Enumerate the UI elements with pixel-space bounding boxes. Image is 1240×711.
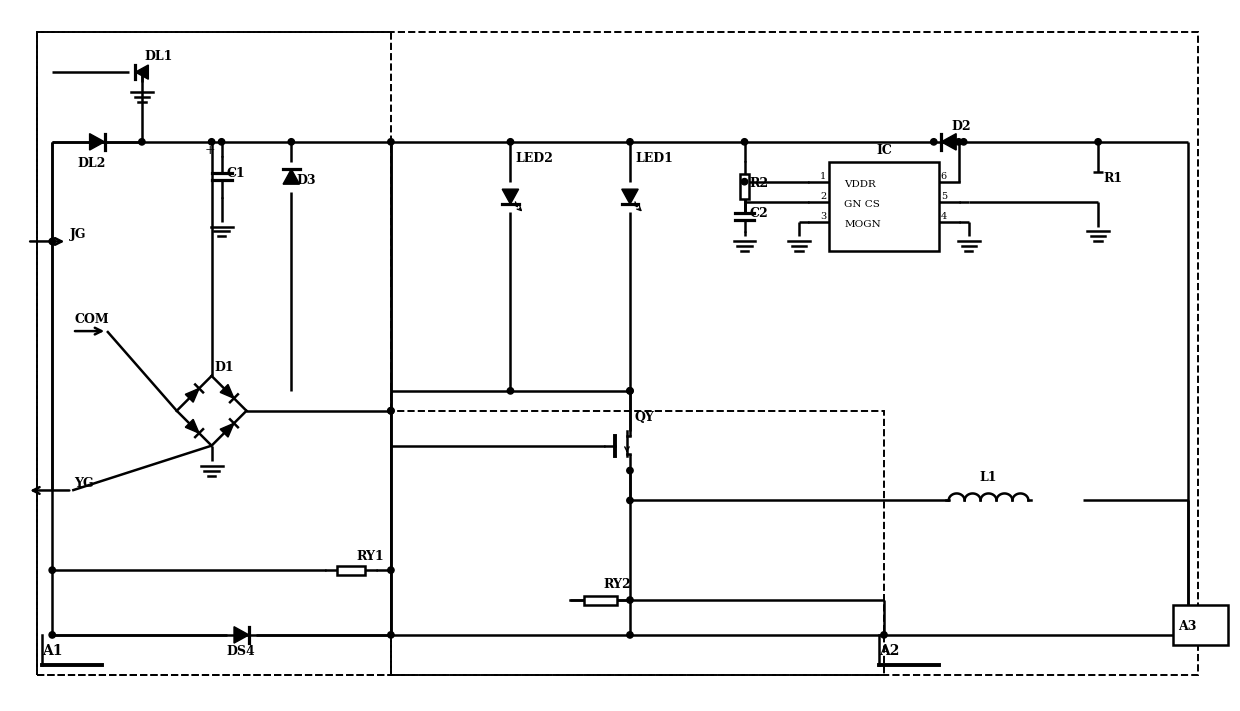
Bar — [337, 566, 365, 574]
Circle shape — [742, 178, 748, 185]
Circle shape — [626, 387, 634, 394]
Circle shape — [50, 631, 56, 638]
Text: LED2: LED2 — [516, 151, 553, 165]
Text: R2: R2 — [749, 176, 769, 190]
Text: GN CS: GN CS — [844, 200, 880, 208]
Circle shape — [742, 139, 748, 145]
Text: +: + — [205, 144, 215, 157]
Circle shape — [388, 631, 394, 638]
Bar — [739, 174, 749, 199]
Circle shape — [139, 139, 145, 145]
Circle shape — [388, 407, 394, 414]
Text: L1: L1 — [980, 471, 997, 483]
Text: R1: R1 — [1104, 171, 1122, 185]
Text: COM: COM — [74, 313, 109, 326]
Polygon shape — [185, 388, 200, 402]
Text: MOGN: MOGN — [844, 220, 880, 228]
Bar — [391, 411, 884, 675]
Circle shape — [626, 387, 634, 394]
Polygon shape — [621, 189, 639, 204]
Text: 1: 1 — [820, 171, 826, 181]
Text: 4: 4 — [941, 212, 947, 220]
Text: QY: QY — [635, 411, 655, 424]
Text: C1: C1 — [227, 166, 246, 180]
Text: 6: 6 — [941, 171, 947, 181]
Circle shape — [930, 139, 937, 145]
Circle shape — [626, 497, 634, 503]
Circle shape — [507, 139, 513, 145]
Text: IC: IC — [875, 144, 892, 157]
Circle shape — [626, 139, 634, 145]
Text: DL2: DL2 — [77, 156, 105, 170]
Circle shape — [880, 631, 887, 638]
Circle shape — [388, 407, 394, 414]
Polygon shape — [185, 419, 200, 433]
Circle shape — [388, 567, 394, 573]
Polygon shape — [221, 385, 234, 398]
Text: C2: C2 — [749, 206, 769, 220]
Circle shape — [961, 139, 967, 145]
Bar — [1173, 605, 1228, 645]
Circle shape — [388, 139, 394, 145]
Text: DL1: DL1 — [145, 50, 174, 63]
Circle shape — [208, 139, 215, 145]
Text: RY2: RY2 — [603, 578, 631, 591]
Circle shape — [50, 238, 56, 245]
Text: 5: 5 — [941, 192, 947, 201]
Polygon shape — [941, 134, 956, 150]
Polygon shape — [502, 189, 518, 204]
Text: LED1: LED1 — [635, 151, 673, 165]
Text: 3: 3 — [820, 212, 826, 220]
Text: A3: A3 — [1178, 620, 1197, 633]
Circle shape — [288, 139, 294, 145]
Circle shape — [626, 467, 634, 474]
Circle shape — [956, 139, 962, 145]
Text: D1: D1 — [215, 361, 234, 374]
Text: JG: JG — [71, 228, 87, 242]
Bar — [37, 32, 391, 675]
Text: VDDR: VDDR — [844, 180, 875, 188]
Circle shape — [626, 631, 634, 638]
Text: 2: 2 — [820, 192, 826, 201]
Text: D3: D3 — [296, 173, 316, 187]
Bar — [830, 162, 939, 252]
Polygon shape — [135, 65, 149, 79]
Polygon shape — [283, 169, 300, 184]
Circle shape — [1095, 139, 1101, 145]
Circle shape — [218, 139, 224, 145]
Circle shape — [50, 567, 56, 573]
Text: RY1: RY1 — [356, 550, 384, 563]
Text: YG: YG — [74, 478, 94, 491]
Circle shape — [626, 597, 634, 603]
Bar — [949, 491, 1028, 509]
Circle shape — [507, 387, 513, 394]
Bar — [584, 596, 616, 604]
Text: A1: A1 — [42, 644, 63, 658]
Polygon shape — [221, 423, 234, 437]
Polygon shape — [234, 626, 249, 643]
Text: D2: D2 — [951, 120, 971, 133]
Text: A2: A2 — [879, 644, 899, 658]
Polygon shape — [89, 134, 104, 150]
Text: DS4: DS4 — [227, 645, 255, 658]
